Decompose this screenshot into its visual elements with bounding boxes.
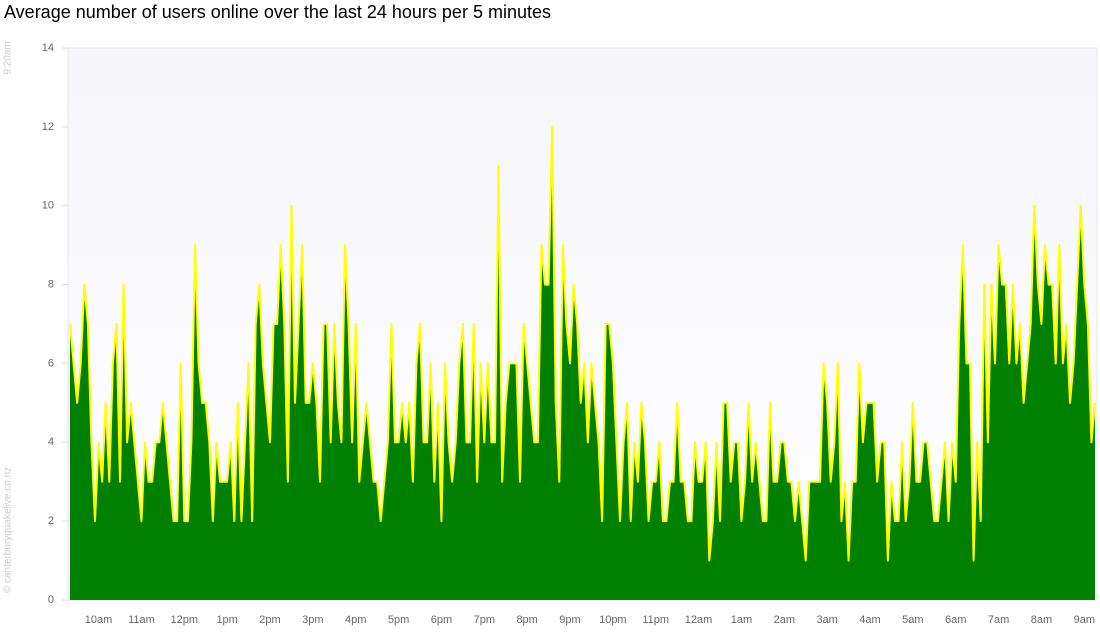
x-tick-label: 6am xyxy=(945,614,966,626)
x-tick-label: 12pm xyxy=(171,614,199,626)
x-tick-label: 7am xyxy=(988,614,1009,626)
x-tick-label: 4am xyxy=(859,614,880,626)
x-tick-label: 6pm xyxy=(431,614,452,626)
y-tick-label: 0 xyxy=(48,594,54,606)
x-tick-label: 11am xyxy=(128,614,155,626)
area xyxy=(70,126,1095,601)
y-tick-label: 14 xyxy=(42,42,54,54)
start-label: 9:20am xyxy=(3,41,14,74)
x-tick-label: 10pm xyxy=(599,614,627,626)
x-tick-label: 9pm xyxy=(559,614,580,626)
y-tick-label: 8 xyxy=(48,278,54,290)
x-tick-label: 8pm xyxy=(516,614,537,626)
y-tick-label: 6 xyxy=(48,357,54,369)
y-tick-label: 12 xyxy=(42,121,54,133)
x-tick-label: 3pm xyxy=(302,614,323,626)
x-tick-label: 9am xyxy=(1074,614,1095,626)
chart-title: Average number of users online over the … xyxy=(4,2,551,22)
x-tick-label: 2pm xyxy=(259,614,280,626)
y-tick-label: 4 xyxy=(48,436,54,448)
x-tick-label: 12am xyxy=(685,614,713,626)
x-tick-label: 1pm xyxy=(216,614,237,626)
x-tick-label: 7pm xyxy=(474,614,495,626)
y-tick-label: 2 xyxy=(48,515,54,527)
line xyxy=(69,125,1096,562)
x-tick-label: 5pm xyxy=(388,614,409,626)
x-tick-label: 8am xyxy=(1031,614,1052,626)
credit: © canterburyquakelive.co.nz xyxy=(3,467,14,593)
x-tick-label: 5am xyxy=(902,614,923,626)
y-tick-label: 10 xyxy=(42,200,54,212)
x-tick-label: 11pm xyxy=(642,614,669,626)
x-tick-label: 10am xyxy=(85,614,113,626)
x-tick-label: 3am xyxy=(816,614,837,626)
x-tick-label: 4pm xyxy=(345,614,366,626)
x-tick-label: 2am xyxy=(774,614,795,626)
x-tick-label: 1am xyxy=(731,614,752,626)
